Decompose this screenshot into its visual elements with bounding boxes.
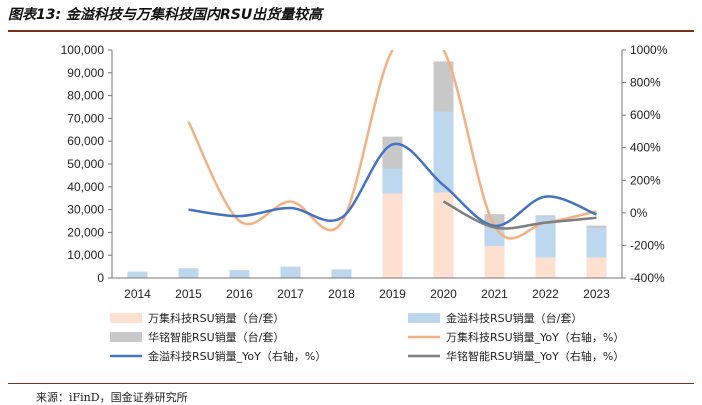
right-tick-label: 800% (630, 76, 661, 90)
bar-series0-2021 (484, 246, 505, 278)
x-tick-label: 2016 (226, 287, 253, 301)
right-tick-label: -400% (630, 271, 665, 285)
right-tick-label: 200% (630, 173, 661, 187)
line-series5 (442, 200, 597, 230)
legend-label-4: 金溢科技RSU销量_YoY（右轴，%） (148, 349, 326, 363)
right-tick-label: 1000% (630, 43, 668, 57)
x-tick-label: 2015 (175, 287, 202, 301)
left-tick-label: 0 (97, 271, 104, 285)
source-note: 来源：iFinD，国金证券研究所 (36, 391, 188, 404)
left-tick-label: 30,000 (67, 203, 104, 217)
legend-label-2: 华铭智能RSU销量（台/套） (148, 330, 284, 344)
bar-series0-2020 (433, 192, 454, 278)
bar-series1-2015 (178, 268, 199, 278)
x-tick-label: 2019 (379, 287, 406, 301)
bar-series1-2018 (331, 269, 352, 278)
right-tick-label: 0% (630, 206, 648, 220)
bar-series1-2016 (229, 270, 250, 278)
left-tick-label: 80,000 (67, 89, 104, 103)
line-series3 (187, 50, 597, 240)
x-tick-label: 2017 (277, 287, 304, 301)
x-tick-label: 2020 (430, 287, 457, 301)
x-tick-label: 2014 (124, 287, 151, 301)
legend-label-0: 万集科技RSU销量（台/套） (148, 311, 284, 325)
legend-swatch-0 (110, 313, 142, 323)
bar-series0-2023 (586, 257, 607, 278)
legend-label-5: 华铭智能RSU销量_YoY（右轴，%） (446, 349, 624, 363)
left-tick-label: 100,000 (61, 43, 105, 57)
bar-series1-2017 (280, 266, 301, 278)
right-tick-label: 400% (630, 141, 661, 155)
left-tick-label: 70,000 (67, 111, 104, 125)
left-tick-label: 90,000 (67, 66, 104, 80)
left-tick-label: 60,000 (67, 134, 104, 148)
chart-title: 图表13: 金溢科技与万集科技国内RSU出货量较高 (8, 7, 323, 23)
left-tick-label: 20,000 (67, 225, 104, 239)
bar-series0-2019 (382, 193, 403, 278)
legend-label-1: 金溢科技RSU销量（台/套） (446, 311, 582, 325)
x-tick-label: 2018 (328, 287, 355, 301)
legend-label-3: 万集科技RSU销量_YoY（右轴，%） (446, 330, 624, 344)
right-tick-label: -200% (630, 238, 665, 252)
title-rule (8, 30, 694, 32)
left-tick-label: 50,000 (67, 157, 104, 171)
x-tick-label: 2021 (481, 287, 508, 301)
right-tick-label: 600% (630, 108, 661, 122)
left-tick-label: 10,000 (67, 248, 104, 262)
left-tick-label: 40,000 (67, 180, 104, 194)
bar-series1-2014 (127, 271, 148, 278)
x-tick-label: 2022 (532, 287, 559, 301)
line-series4 (188, 142, 597, 228)
bar-series0-2022 (535, 257, 556, 278)
legend-swatch-2 (110, 332, 142, 342)
legend-swatch-1 (408, 313, 440, 323)
x-tick-label: 2023 (583, 287, 610, 301)
footer-rule (8, 383, 694, 384)
